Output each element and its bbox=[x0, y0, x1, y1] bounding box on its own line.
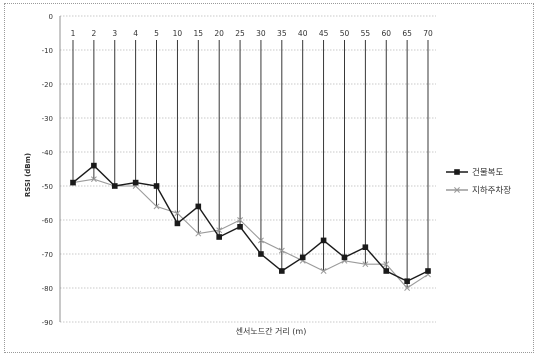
y-tick-label: -20 bbox=[42, 81, 53, 89]
x-category-label: 50 bbox=[340, 29, 350, 38]
data-point bbox=[132, 179, 139, 186]
y-axis-label: RSSI (dBm) bbox=[24, 153, 32, 197]
x-category-label: 2 bbox=[91, 29, 96, 38]
x-category-label: 3 bbox=[112, 29, 117, 38]
legend-marker bbox=[454, 187, 460, 193]
data-point bbox=[341, 254, 348, 261]
data-point bbox=[153, 203, 160, 210]
series-line bbox=[72, 178, 429, 289]
series-line bbox=[72, 164, 429, 282]
data-point bbox=[279, 268, 285, 274]
data-point bbox=[257, 237, 264, 244]
legend-item: 지하주차장 bbox=[446, 185, 511, 196]
y-tick-labels: 0 -10 -20 -30 -40 -50 -60 -70 -80 -90 bbox=[42, 13, 53, 327]
x-category-label: 55 bbox=[361, 29, 371, 38]
data-point bbox=[258, 251, 264, 257]
x-category-label: 1 bbox=[71, 29, 76, 38]
data-point bbox=[404, 278, 410, 284]
y-tick-label: -50 bbox=[42, 183, 53, 191]
x-category-label: 40 bbox=[298, 29, 308, 38]
data-point bbox=[237, 224, 243, 230]
data-point bbox=[404, 285, 411, 291]
legend-label: 지하주차장 bbox=[472, 185, 511, 196]
x-category-label: 70 bbox=[423, 29, 433, 38]
x-category-label: 30 bbox=[256, 29, 266, 38]
x-category-label: 10 bbox=[173, 29, 183, 38]
data-point bbox=[91, 162, 97, 169]
data-point bbox=[174, 220, 181, 227]
data-point bbox=[153, 183, 160, 189]
data-point bbox=[195, 203, 202, 210]
x-category-label: 5 bbox=[154, 29, 159, 38]
data-point bbox=[383, 261, 390, 268]
y-tick-label: -70 bbox=[42, 251, 53, 259]
data-point bbox=[425, 268, 431, 274]
y-tick-label: -40 bbox=[42, 149, 53, 157]
data-point bbox=[278, 247, 285, 254]
data-point bbox=[362, 244, 369, 250]
y-tick-label: -90 bbox=[42, 319, 53, 327]
y-tick-label: -30 bbox=[42, 115, 53, 123]
data-point bbox=[299, 254, 306, 261]
x-category-label: 45 bbox=[319, 29, 329, 38]
drop-lines bbox=[72, 40, 429, 288]
x-category-labels: 1 2 3 4 5 10 15 20 25 30 35 40 45 50 55 60 65 70 bbox=[71, 29, 433, 38]
data-point bbox=[174, 210, 181, 217]
data-point bbox=[320, 237, 327, 244]
x-category-label: 4 bbox=[133, 29, 138, 38]
data-point bbox=[90, 176, 97, 183]
x-category-label: 65 bbox=[402, 29, 412, 38]
legend-marker bbox=[454, 169, 460, 175]
data-point bbox=[216, 234, 222, 240]
series-lines bbox=[70, 162, 431, 291]
legend-item: 건물복도 bbox=[446, 167, 503, 178]
gridlines bbox=[59, 15, 436, 323]
data-point bbox=[70, 179, 76, 186]
y-tick-label: -80 bbox=[42, 285, 53, 293]
data-point bbox=[195, 230, 202, 237]
x-category-label: 20 bbox=[214, 29, 224, 38]
data-point bbox=[216, 227, 223, 234]
data-point bbox=[237, 217, 244, 223]
data-point bbox=[383, 268, 390, 274]
x-category-label: 35 bbox=[277, 29, 287, 38]
x-category-label: 15 bbox=[194, 29, 204, 38]
x-category-label: 25 bbox=[235, 29, 245, 38]
y-tick-label: -60 bbox=[42, 217, 53, 225]
data-point bbox=[320, 268, 327, 274]
y-tick-label: -10 bbox=[42, 47, 53, 55]
legend-label: 건물복도 bbox=[472, 167, 503, 178]
y-tick-label: 0 bbox=[49, 13, 53, 21]
chart-frame bbox=[4, 3, 534, 353]
data-point bbox=[362, 261, 369, 268]
x-category-label: 60 bbox=[381, 29, 391, 38]
data-point bbox=[111, 183, 118, 189]
x-axis-label: 센서노드간 거리 (m) bbox=[236, 326, 307, 336]
